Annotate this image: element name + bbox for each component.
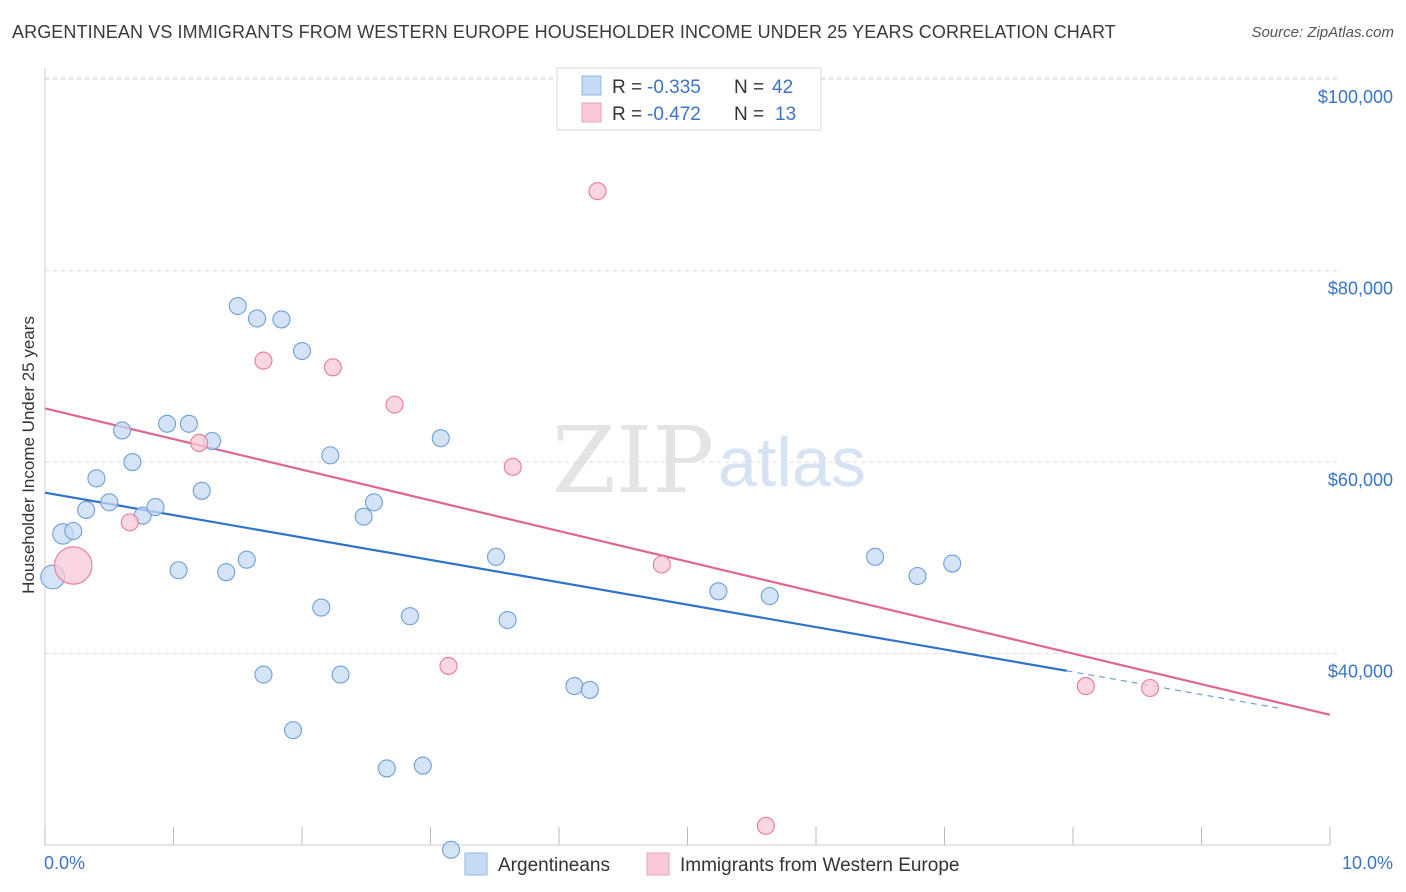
point-argentineans <box>442 840 461 859</box>
point-argentineans <box>866 547 885 566</box>
point-immigrants <box>254 351 273 370</box>
point-argentineans <box>292 341 312 361</box>
legend-r-label-1: R = <box>612 77 642 98</box>
trend-line-argentineans <box>44 491 1067 672</box>
trend-line-immigrants <box>44 407 1331 716</box>
point-argentineans <box>400 607 419 626</box>
source-credit: Source: ZipAtlas.com <box>1251 24 1394 41</box>
stats-legend: R = -0.335 N = 42 R = -0.472 N = 13 <box>556 67 822 131</box>
point-argentineans <box>87 469 106 488</box>
y-tick-label: $40,000 <box>1328 662 1393 682</box>
chart-title: ARGENTINEAN VS IMMIGRANTS FROM WESTERN E… <box>12 22 1116 42</box>
legend-n-label-2: N = <box>734 104 764 125</box>
point-argentineans <box>192 481 211 500</box>
point-argentineans <box>237 550 256 569</box>
point-argentineans <box>580 680 599 699</box>
axes <box>44 68 1331 846</box>
point-argentineans <box>228 296 247 316</box>
bottom-legend-label-immigrants: Immigrants from Western Europe <box>680 855 959 876</box>
y-tick-label: $60,000 <box>1328 470 1393 490</box>
point-argentineans <box>283 721 303 740</box>
point-argentineans <box>486 547 506 566</box>
point-argentineans <box>413 756 432 775</box>
point-argentineans <box>331 665 350 684</box>
point-argentineans <box>943 554 962 573</box>
legend-r-value-1: -0.335 <box>647 77 701 98</box>
point-argentineans <box>254 665 273 684</box>
point-argentineans <box>146 498 165 517</box>
trend-lines <box>44 407 1331 716</box>
point-argentineans <box>272 310 291 329</box>
point-immigrants <box>1076 677 1095 696</box>
bottom-legend: Argentineans Immigrants from Western Eur… <box>464 852 959 876</box>
point-immigrants <box>1141 678 1160 698</box>
point-argentineans <box>123 453 142 472</box>
point-immigrants <box>190 433 209 452</box>
point-argentineans <box>77 500 96 519</box>
point-argentineans <box>354 507 373 526</box>
point-immigrants <box>385 395 404 414</box>
point-argentineans <box>247 309 267 328</box>
point-argentineans <box>431 429 450 448</box>
legend-r-value-2: -0.472 <box>647 104 701 125</box>
point-argentineans <box>908 566 927 586</box>
legend-swatch-immigrants <box>581 102 602 123</box>
y-tick-label: $100,000 <box>1318 87 1393 107</box>
point-argentineans <box>64 521 83 541</box>
y-tick-label: $80,000 <box>1328 279 1393 299</box>
legend-swatch-argentineans <box>581 75 602 96</box>
point-argentineans <box>113 421 132 440</box>
point-argentineans <box>312 598 331 617</box>
legend-r-label-2: R = <box>612 104 642 125</box>
gridlines <box>45 77 1338 655</box>
y-axis-label: Householder Income Under 25 years <box>19 316 38 594</box>
point-argentineans <box>709 582 728 601</box>
point-immigrants <box>588 182 607 201</box>
point-argentineans <box>760 587 779 606</box>
point-argentineans <box>179 414 198 433</box>
bottom-legend-label-argentineans: Argentineans <box>498 855 610 876</box>
point-immigrants <box>54 546 93 585</box>
point-immigrants <box>323 358 342 377</box>
legend-n-value-2: 13 <box>775 104 796 125</box>
legend-n-value-1: 42 <box>772 77 793 98</box>
point-argentineans <box>169 561 188 580</box>
point-immigrants <box>439 656 458 676</box>
point-argentineans <box>158 414 177 433</box>
point-argentineans <box>498 610 517 630</box>
point-argentineans <box>364 493 384 512</box>
point-argentineans <box>100 493 119 512</box>
y-tick-labels: $40,000 $60,000 $80,000 $100,000 <box>1318 87 1393 681</box>
point-argentineans <box>217 563 236 582</box>
bottom-legend-swatch-argentineans <box>464 852 488 876</box>
x-tick-label-max: 10.0% <box>1342 853 1393 873</box>
point-immigrants <box>652 555 671 574</box>
point-argentineans <box>321 446 340 465</box>
point-argentineans <box>565 677 584 696</box>
x-tick-label-min: 0.0% <box>44 853 85 873</box>
bottom-legend-swatch-immigrants <box>646 852 670 876</box>
legend-n-label-1: N = <box>734 77 764 98</box>
point-immigrants <box>120 513 139 532</box>
point-immigrants <box>503 457 522 476</box>
watermark-zip: ZIP <box>552 407 714 514</box>
trend-line-extension <box>1066 670 1279 709</box>
point-argentineans <box>377 759 396 778</box>
data-points <box>40 182 1160 859</box>
point-immigrants <box>756 816 775 835</box>
